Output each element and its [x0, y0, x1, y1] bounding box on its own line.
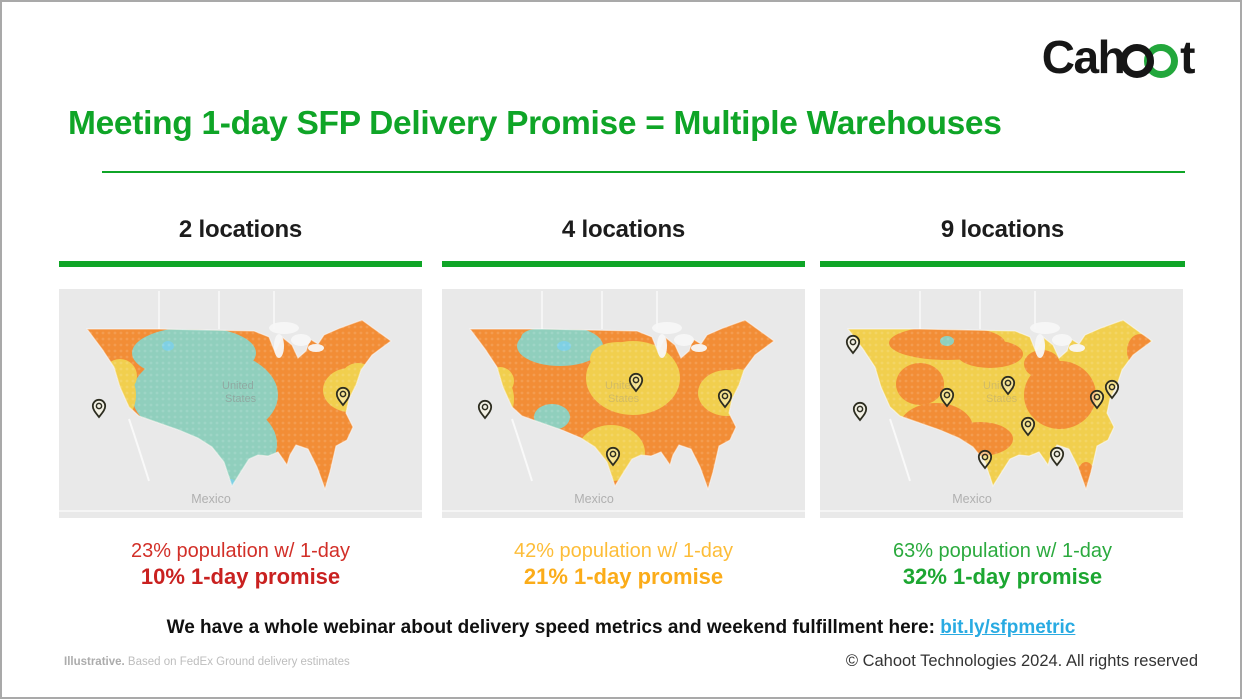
warehouse-pin-icon: [1049, 446, 1065, 467]
warehouse-pin-icon: [1104, 379, 1120, 400]
population-stat: 42% population w/ 1-day: [513, 540, 734, 562]
webinar-callout: We have a whole webinar about delivery s…: [2, 617, 1240, 639]
country-label: United: [605, 380, 637, 392]
svg-text:States: States: [225, 393, 257, 405]
country-label: United: [222, 380, 254, 392]
map-9-locations: United States Mexico: [820, 289, 1185, 518]
warehouse-pin-icon: [845, 334, 861, 355]
column-stats: 42% population w/ 1-day 21% 1-day promis…: [442, 538, 805, 590]
promise-stat: 10% 1-day promise: [140, 564, 341, 589]
comparison-columns: 2 locations United States Mexico 23% popul…: [59, 206, 1185, 590]
country-label: United: [983, 380, 1015, 392]
warehouse-pin-icon: [717, 388, 733, 409]
cahoot-rings-icon: [1121, 44, 1179, 78]
warehouse-pin-icon: [1020, 416, 1036, 437]
population-stat: 63% population w/ 1-day: [892, 540, 1113, 562]
warehouse-pin-icon: [1089, 389, 1105, 410]
warehouse-pin-icon: [628, 372, 644, 393]
webinar-link[interactable]: bit.ly/sfpmetric: [940, 617, 1076, 638]
promise-stat: 21% 1-day promise: [523, 564, 724, 589]
svg-text:States: States: [986, 393, 1018, 405]
column-2-locations: 2 locations United States Mexico 23% popul…: [59, 206, 422, 590]
footnote-label: Illustrative.: [64, 656, 125, 668]
column-4-locations: 4 locations United States Mexico 42% popul…: [442, 206, 805, 590]
column-header: 9 locations: [940, 216, 1065, 243]
warehouse-pin-icon: [477, 399, 493, 420]
map-2-locations: United States Mexico: [59, 289, 422, 518]
population-stat: 23% population w/ 1-day: [130, 540, 351, 562]
cahoot-logo: Cah t: [1041, 28, 1196, 86]
mexico-label: Mexico: [952, 492, 992, 506]
page-title: Meeting 1-day SFP Delivery Promise = Mul…: [68, 105, 1002, 142]
column-9-locations: 9 locations United States Mexico 63% popul…: [820, 206, 1185, 590]
warehouse-pin-icon: [939, 387, 955, 408]
warehouse-pin-icon: [605, 446, 621, 467]
mexico-label: Mexico: [574, 492, 614, 506]
warehouse-pin-icon: [91, 398, 107, 419]
warehouse-pin-icon: [977, 449, 993, 470]
logo-text-post: t: [1180, 31, 1195, 83]
mexico-label: Mexico: [191, 492, 231, 506]
logo-text-pre: Cah: [1041, 31, 1126, 83]
column-underline-bar: [442, 261, 805, 267]
promise-stat: 32% 1-day promise: [902, 564, 1103, 589]
svg-text:States: States: [608, 393, 640, 405]
copyright: © Cahoot Technologies 2024. All rights r…: [845, 652, 1198, 670]
footnote: Illustrative. Based on FedEx Ground deli…: [64, 656, 350, 668]
webinar-text: We have a whole webinar about delivery s…: [166, 617, 941, 638]
warehouse-pin-icon: [852, 401, 868, 422]
column-underline-bar: [59, 261, 422, 267]
column-stats: 63% population w/ 1-day 32% 1-day promis…: [820, 538, 1185, 590]
map-4-locations: United States Mexico: [442, 289, 805, 518]
title-divider: [102, 171, 1185, 173]
column-stats: 23% population w/ 1-day 10% 1-day promis…: [59, 538, 422, 590]
column-underline-bar: [820, 261, 1185, 267]
warehouse-pin-icon: [1000, 375, 1016, 396]
column-header: 4 locations: [561, 216, 686, 243]
warehouse-pin-icon: [335, 386, 351, 407]
footnote-text: Based on FedEx Ground delivery estimates: [124, 656, 350, 668]
column-header: 2 locations: [178, 216, 303, 243]
